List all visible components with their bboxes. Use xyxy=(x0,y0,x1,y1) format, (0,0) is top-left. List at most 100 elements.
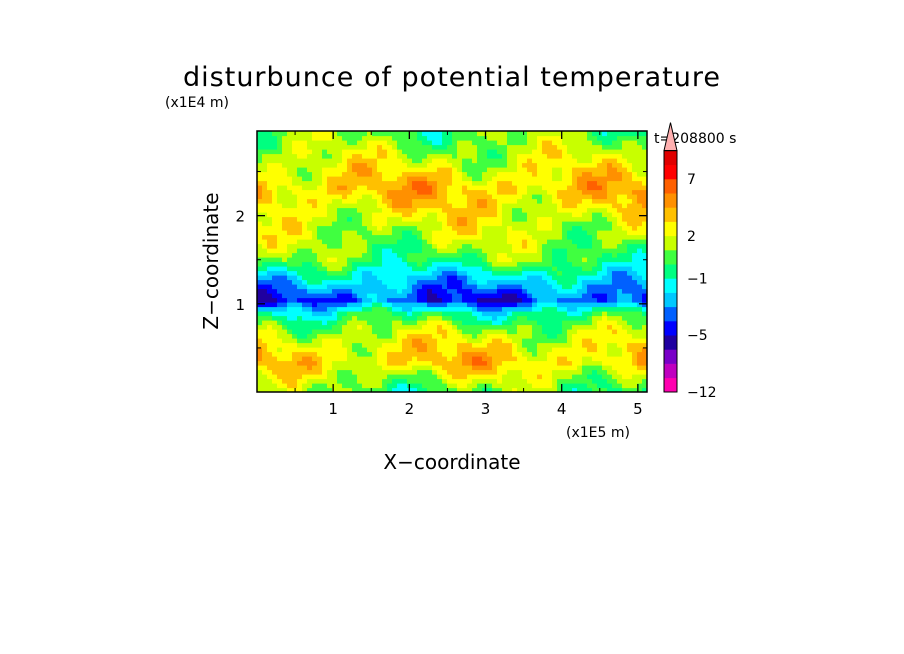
heatmap-cell xyxy=(282,158,288,164)
heatmap-cell xyxy=(392,378,398,384)
heatmap-cell xyxy=(447,351,453,357)
heatmap-cell xyxy=(602,203,608,209)
heatmap-cell xyxy=(587,279,593,285)
heatmap-cell xyxy=(362,243,368,249)
heatmap-cell xyxy=(467,365,473,371)
heatmap-cell xyxy=(272,216,278,222)
heatmap-cell xyxy=(542,189,548,195)
heatmap-cell xyxy=(577,135,583,141)
heatmap-cell xyxy=(557,351,563,357)
heatmap-cell xyxy=(427,387,433,392)
heatmap-cell xyxy=(547,374,553,380)
heatmap-cell xyxy=(272,203,278,209)
heatmap-cell xyxy=(462,243,468,249)
heatmap-cell xyxy=(512,338,518,344)
heatmap-cell xyxy=(307,351,313,357)
heatmap-cell xyxy=(347,302,353,308)
heatmap-cell xyxy=(437,203,443,209)
heatmap-cell xyxy=(462,185,468,191)
heatmap-cell xyxy=(262,131,268,137)
heatmap-cell xyxy=(482,266,488,272)
heatmap-cell xyxy=(352,158,358,164)
heatmap-cell xyxy=(257,185,263,191)
heatmap-cell xyxy=(492,351,498,357)
heatmap-cell xyxy=(452,360,458,366)
heatmap-cell xyxy=(382,293,388,299)
heatmap-cell xyxy=(297,374,303,380)
heatmap-cell xyxy=(542,288,548,294)
heatmap-cell xyxy=(557,248,563,254)
heatmap-cell xyxy=(302,288,308,294)
heatmap-cell xyxy=(607,288,613,294)
heatmap-cell xyxy=(522,212,528,218)
heatmap-cell xyxy=(452,347,458,353)
heatmap-cell xyxy=(542,243,548,249)
heatmap-cell xyxy=(567,252,573,258)
heatmap-cell xyxy=(587,374,593,380)
heatmap-cell xyxy=(312,248,318,254)
heatmap-cell xyxy=(362,275,368,281)
heatmap-cell xyxy=(297,369,303,375)
heatmap-cell xyxy=(362,324,368,330)
heatmap-cell xyxy=(437,306,443,312)
heatmap-cell xyxy=(637,284,643,290)
heatmap-cell xyxy=(432,257,438,263)
heatmap-cell xyxy=(527,275,533,281)
heatmap-cell xyxy=(602,198,608,204)
heatmap-cell xyxy=(352,140,358,146)
heatmap-cell xyxy=(582,369,588,375)
heatmap-cell xyxy=(562,270,568,276)
heatmap-cell xyxy=(272,338,278,344)
heatmap-cell xyxy=(592,212,598,218)
heatmap-cell xyxy=(637,189,643,195)
heatmap-cell xyxy=(397,270,403,276)
heatmap-cell xyxy=(302,158,308,164)
heatmap-cell xyxy=(322,324,328,330)
heatmap-cell xyxy=(622,315,628,321)
heatmap-cell xyxy=(527,320,533,326)
heatmap-cell xyxy=(492,234,498,240)
heatmap-cell xyxy=(357,293,363,299)
heatmap-cell xyxy=(497,369,503,375)
heatmap-cell xyxy=(317,369,323,375)
heatmap-cell xyxy=(452,329,458,335)
heatmap-cell xyxy=(332,203,338,209)
heatmap-cell xyxy=(457,306,463,312)
heatmap-cell xyxy=(302,185,308,191)
heatmap-cell xyxy=(422,171,428,177)
heatmap-cell xyxy=(592,378,598,384)
heatmap-cell xyxy=(587,194,593,200)
heatmap-cell xyxy=(532,275,538,281)
heatmap-cell xyxy=(402,279,408,285)
heatmap-cell xyxy=(447,365,453,371)
heatmap-cell xyxy=(497,279,503,285)
heatmap-cell xyxy=(602,225,608,231)
heatmap-cell xyxy=(567,311,573,317)
heatmap-cell xyxy=(582,189,588,195)
heatmap-cell xyxy=(532,288,538,294)
heatmap-cell xyxy=(592,351,598,357)
heatmap-cell xyxy=(457,194,463,200)
colorbar-segment xyxy=(664,278,677,293)
heatmap-cell xyxy=(307,329,313,335)
heatmap-cell xyxy=(532,212,538,218)
heatmap-cell xyxy=(542,212,548,218)
heatmap-cell xyxy=(532,374,538,380)
heatmap-cell xyxy=(552,387,558,392)
heatmap-cell xyxy=(302,176,308,182)
heatmap-cell xyxy=(627,203,633,209)
heatmap-cell xyxy=(622,356,628,362)
heatmap-cell xyxy=(432,275,438,281)
heatmap-cell xyxy=(537,342,543,348)
heatmap-cell xyxy=(432,162,438,168)
heatmap-cell xyxy=(467,176,473,182)
heatmap-cell xyxy=(592,185,598,191)
heatmap-cell xyxy=(367,311,373,317)
heatmap-cell xyxy=(307,311,313,317)
heatmap-cell xyxy=(447,306,453,312)
heatmap-cell xyxy=(277,369,283,375)
heatmap-cell xyxy=(282,212,288,218)
heatmap-cell xyxy=(367,270,373,276)
heatmap-cell xyxy=(277,302,283,308)
heatmap-cell xyxy=(322,198,328,204)
